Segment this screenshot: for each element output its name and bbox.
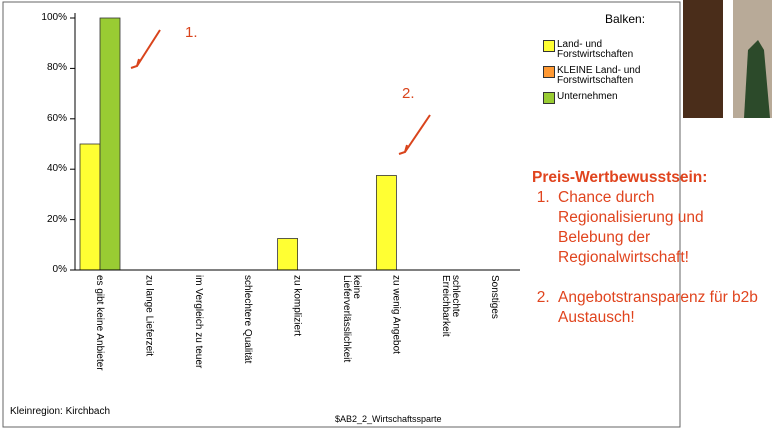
bar bbox=[277, 238, 299, 271]
y-tick-label: 40% bbox=[46, 163, 67, 175]
footnote: Kleinregion: Kirchbach bbox=[10, 406, 111, 417]
legend-title: Balken: bbox=[605, 12, 646, 26]
annotation: 1. bbox=[185, 24, 198, 41]
arrow bbox=[404, 114, 431, 153]
panel-item: Angebotstransparenz für b2b Austausch! bbox=[554, 288, 768, 328]
x-tick-label: zu lange Lieferzeit bbox=[143, 275, 155, 357]
legend-label: Unternehmen bbox=[557, 91, 618, 102]
x-tick-label: schlechte Erreichbarkeit bbox=[439, 275, 461, 337]
y-tick-label: 60% bbox=[46, 112, 67, 124]
legend-label: KLEINE Land- und Forstwirtschaften bbox=[557, 65, 641, 86]
y-tick-label: 100% bbox=[41, 12, 67, 23]
arrow-head bbox=[398, 144, 408, 155]
bar bbox=[375, 175, 397, 271]
arrow bbox=[136, 29, 161, 67]
x-tick-label: im Vergleich zu teuer bbox=[192, 275, 204, 369]
x-axis-label: $AB2_2_Wirtschaftssparte bbox=[335, 414, 442, 424]
x-tick-label: keine Lieferverlässlichkeit bbox=[341, 275, 362, 363]
panel-title: Preis-Wertbewusstsein: bbox=[532, 169, 708, 186]
plot bbox=[70, 13, 520, 271]
x-tick-label: zu wenig Angebot bbox=[390, 275, 402, 354]
x-tick-label: schlechtere Qualität bbox=[242, 275, 254, 364]
arrows bbox=[130, 29, 431, 155]
x-tick-label: Sonstiges bbox=[489, 275, 501, 319]
photo-figure bbox=[744, 40, 770, 118]
bar bbox=[79, 143, 101, 271]
y-tick-label: 20% bbox=[46, 213, 67, 225]
legend-label: Land- und Forstwirtschaften bbox=[557, 39, 634, 60]
panel-list: Chance durch Regionalisierung und Belebu… bbox=[532, 188, 768, 328]
x-tick-label: zu kompliziert bbox=[291, 275, 303, 337]
y-tick-label: 0% bbox=[52, 264, 67, 275]
bar bbox=[99, 17, 121, 271]
y-tick-label: 80% bbox=[46, 62, 67, 74]
panel-item: Chance durch Regionalisierung und Belebu… bbox=[554, 188, 768, 268]
legend-swatch bbox=[543, 40, 555, 52]
arrow-head bbox=[130, 58, 140, 69]
legend-swatch bbox=[543, 66, 555, 78]
text-panel: Preis-Wertbewusstsein: Chance durch Regi… bbox=[532, 168, 768, 348]
annotation: 2. bbox=[402, 85, 415, 102]
legend-swatch bbox=[543, 92, 555, 104]
photo bbox=[683, 0, 723, 118]
x-tick-label: es gibt keine Anbieter bbox=[94, 275, 105, 371]
